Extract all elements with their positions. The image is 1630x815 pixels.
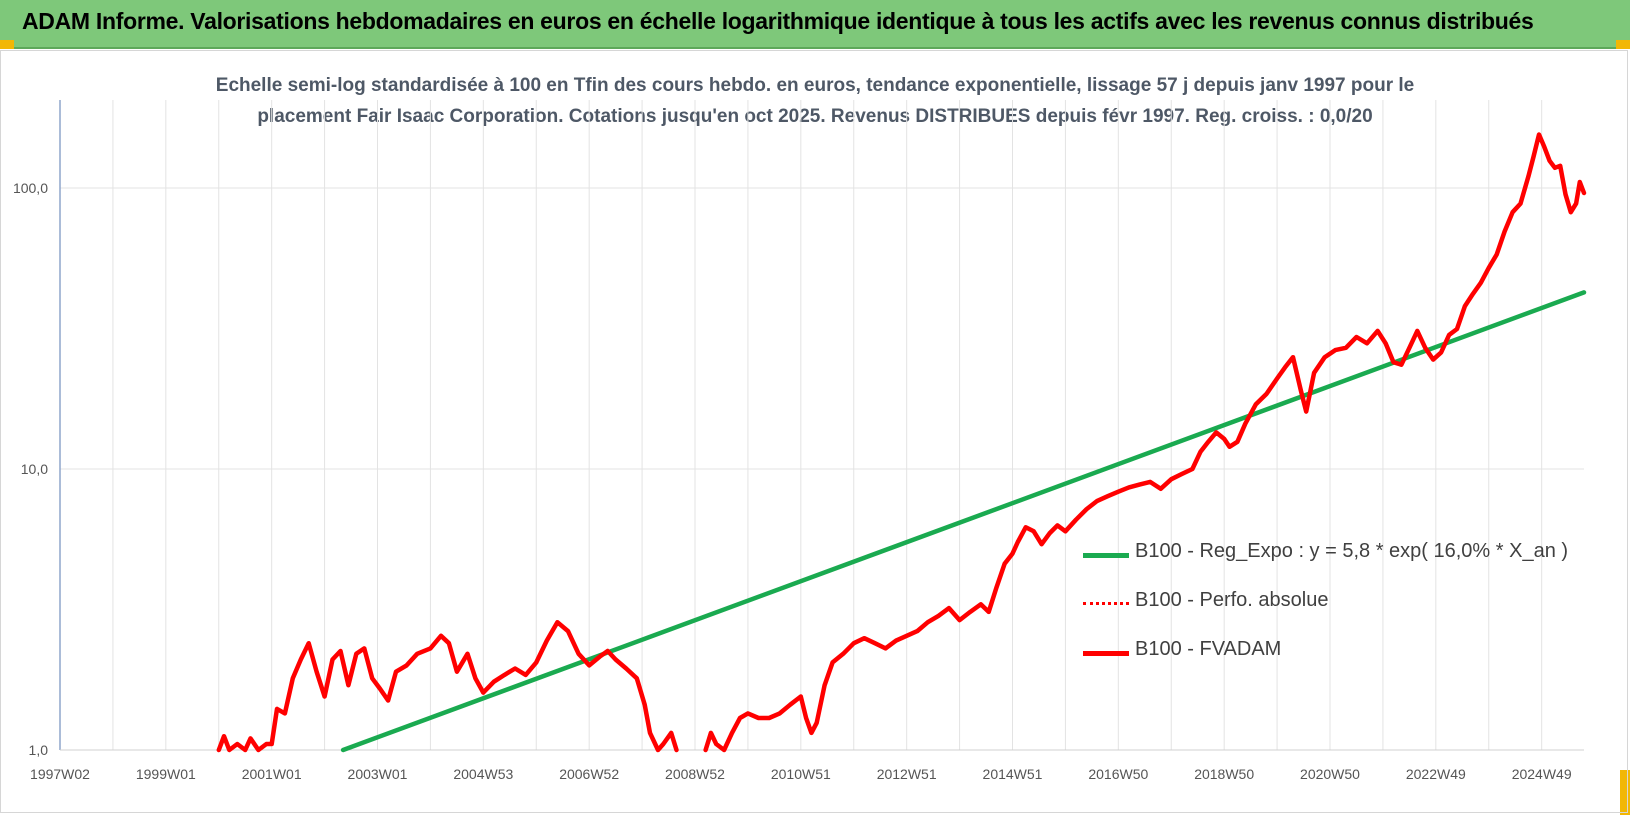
legend-label-reg-expo: B100 - Reg_Expo : y = 5,8 * exp( 16,0% *…	[1135, 540, 1569, 562]
banner-title: ADAM Informe. Valorisations hebdomadaire…	[22, 8, 1534, 34]
x-tick-label: 1997W02	[30, 766, 90, 782]
corner-marker-top-left	[0, 40, 14, 49]
corner-marker-bottom-right	[1620, 770, 1630, 815]
x-tick-labels: 1997W02 1999W01 2001W01 2003W01 2004W53 2006W…	[30, 766, 1572, 782]
x-tick-label: 2004W53	[453, 766, 513, 782]
legend-label-perfo-absolue: B100 - Perfo. absolue	[1135, 589, 1329, 611]
legend-swatch-fvadam	[1083, 651, 1129, 656]
legend-item-fvadam: B100 - FVADAM	[1083, 638, 1583, 668]
corner-marker-top-right	[1616, 40, 1630, 49]
legend-item-reg-expo: B100 - Reg_Expo : y = 5,8 * exp( 16,0% *…	[1083, 540, 1583, 570]
x-tick-label: 2018W50	[1194, 766, 1254, 782]
y-tick-label: 100,0	[13, 180, 48, 196]
y-tick-labels: 1,0 10,0 100,0	[13, 180, 48, 758]
x-tick-label: 2003W01	[348, 766, 408, 782]
series-layer	[216, 132, 1587, 753]
x-tick-label: 2012W51	[877, 766, 937, 782]
legend-item-perfo-absolue: B100 - Perfo. absolue	[1083, 589, 1583, 619]
x-tick-label: 2016W50	[1088, 766, 1148, 782]
y-tick-label: 10,0	[21, 461, 48, 477]
x-tick-label: 2008W52	[665, 766, 725, 782]
legend-label-fvadam: B100 - FVADAM	[1135, 638, 1282, 660]
legend-swatch-perfo-absolue	[1083, 602, 1129, 605]
chart-frame	[0, 50, 1628, 813]
y-tick-label: 1,0	[29, 742, 49, 758]
chart-title-line-1: Echelle semi-log standardisée à 100 en T…	[215, 75, 1415, 96]
x-tick-label: 2014W51	[983, 766, 1043, 782]
x-tick-label: 2006W52	[559, 766, 619, 782]
series-line-0	[340, 290, 1587, 753]
x-tick-label: 1999W01	[136, 766, 196, 782]
x-tick-label: 2024W49	[1512, 766, 1572, 782]
series-line-2-part-0	[216, 619, 679, 753]
legend-swatch-reg-expo	[1083, 553, 1129, 558]
header-banner: ADAM Informe. Valorisations hebdomadaire…	[0, 0, 1630, 49]
x-tick-label: 2001W01	[242, 766, 302, 782]
x-tick-label: 2022W49	[1406, 766, 1466, 782]
x-tick-label: 2010W51	[771, 766, 831, 782]
series-line-2-part-1	[703, 132, 1587, 753]
x-tick-label: 2020W50	[1300, 766, 1360, 782]
